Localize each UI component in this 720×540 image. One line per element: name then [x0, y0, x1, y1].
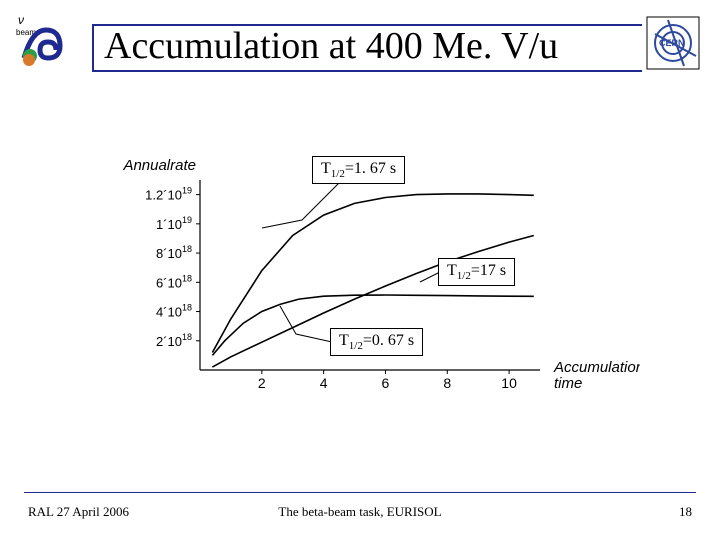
slide-header: ν beam Accumulation at 400 Me. V/u CERN — [0, 14, 720, 78]
slide-title: Accumulation at 400 Me. V/u — [104, 24, 558, 68]
svg-text:4: 4 — [320, 375, 328, 391]
svg-text:1.2´1019: 1.2´1019 — [145, 186, 192, 203]
beta-beam-logo: ν beam — [16, 8, 78, 70]
footer-center: The beta-beam task, EURISOL — [0, 504, 720, 520]
annotation-a2: T1/2=17 s — [438, 258, 515, 286]
svg-text:time: time — [554, 375, 582, 392]
title-rule-bottom — [92, 70, 642, 72]
cern-logo: CERN — [646, 16, 700, 70]
slide-number: 18 — [679, 504, 692, 520]
svg-text:6: 6 — [382, 375, 390, 391]
svg-text:2´1018: 2´1018 — [156, 332, 192, 349]
svg-text:8: 8 — [443, 375, 451, 391]
svg-text:CERN: CERN — [659, 38, 685, 48]
annotation-a3: T1/2=0. 67 s — [330, 328, 423, 356]
footer-rule — [24, 492, 696, 493]
svg-text:ν: ν — [18, 13, 24, 27]
accumulation-chart: 2 4 6 8 10 2´1018 4´1018 6´1018 8´1018 1´1019 1.2´… — [80, 150, 640, 420]
svg-text:Annualrate: Annualrate — [122, 157, 196, 174]
svg-text:8´1018: 8´1018 — [156, 244, 192, 261]
svg-text:1´1019: 1´1019 — [156, 215, 192, 232]
svg-text:4´1018: 4´1018 — [156, 303, 192, 320]
svg-text:10: 10 — [501, 375, 517, 391]
annotation-a1: T1/2=1. 67 s — [312, 156, 405, 184]
title-rule-left — [92, 24, 94, 70]
svg-text:Accumulation: Accumulation — [553, 359, 640, 376]
svg-text:6´1018: 6´1018 — [156, 273, 192, 290]
svg-text:2: 2 — [258, 375, 266, 391]
